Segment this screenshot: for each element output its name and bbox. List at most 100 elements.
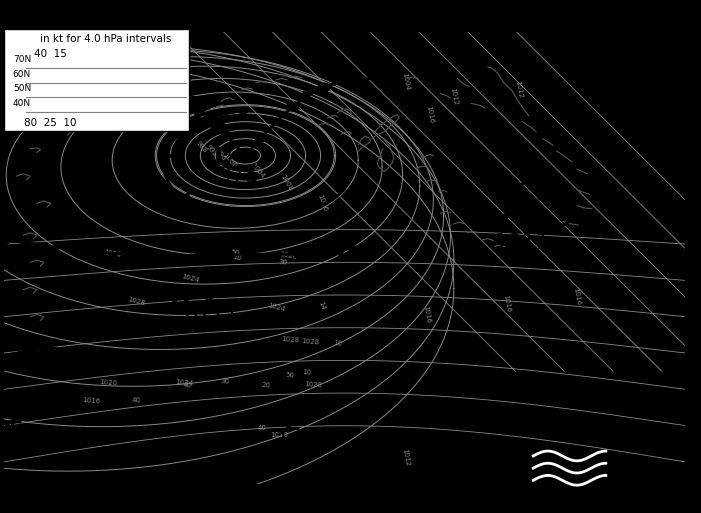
Text: 10: 10: [302, 369, 312, 376]
Text: 1020: 1020: [100, 379, 118, 386]
Polygon shape: [238, 153, 248, 157]
Text: 1028: 1028: [127, 295, 146, 306]
Text: 975: 975: [217, 166, 260, 186]
Text: 14: 14: [318, 300, 327, 311]
Polygon shape: [54, 348, 62, 354]
Text: 50: 50: [285, 371, 294, 378]
Polygon shape: [164, 153, 176, 159]
Text: 40: 40: [131, 398, 141, 404]
Text: 1016: 1016: [573, 287, 581, 306]
Polygon shape: [186, 97, 201, 106]
Text: 1017: 1017: [275, 431, 332, 451]
Polygon shape: [220, 132, 236, 141]
Text: 1016: 1016: [317, 193, 329, 212]
Text: 40: 40: [258, 425, 267, 431]
Polygon shape: [150, 255, 160, 263]
Polygon shape: [20, 242, 29, 249]
Polygon shape: [75, 251, 85, 258]
Text: 1028: 1028: [301, 338, 320, 346]
Text: 1012: 1012: [449, 87, 458, 106]
Text: 1016: 1016: [83, 397, 101, 405]
Text: 80  25  10: 80 25 10: [24, 117, 76, 128]
Polygon shape: [48, 246, 57, 253]
Circle shape: [318, 83, 330, 91]
Text: 1032: 1032: [179, 309, 236, 329]
Text: 1020: 1020: [271, 432, 289, 438]
Polygon shape: [212, 124, 226, 132]
Text: 50: 50: [231, 249, 240, 257]
Polygon shape: [238, 110, 247, 118]
Polygon shape: [355, 245, 364, 253]
Polygon shape: [209, 205, 218, 214]
Text: 988: 988: [194, 140, 207, 154]
Text: metoffice.gov: metoffice.gov: [631, 471, 683, 480]
Text: 1016: 1016: [426, 105, 435, 124]
Text: 1024: 1024: [182, 273, 200, 283]
Text: L: L: [214, 146, 229, 170]
Text: 20: 20: [261, 382, 271, 388]
Polygon shape: [3, 239, 13, 247]
Polygon shape: [41, 347, 49, 353]
Polygon shape: [237, 150, 252, 159]
Polygon shape: [245, 212, 255, 219]
Text: L: L: [283, 411, 299, 436]
Text: 70N: 70N: [13, 55, 31, 64]
Polygon shape: [273, 254, 283, 262]
Text: 40: 40: [183, 382, 192, 388]
Text: 10: 10: [232, 254, 242, 262]
Text: 996: 996: [214, 148, 227, 162]
Text: 1020: 1020: [279, 251, 298, 260]
Polygon shape: [11, 421, 17, 426]
Text: 1004: 1004: [249, 162, 265, 180]
Polygon shape: [4, 354, 11, 361]
Polygon shape: [14, 352, 22, 359]
Text: 1024: 1024: [175, 379, 193, 386]
Text: 1004: 1004: [402, 72, 411, 91]
Polygon shape: [334, 249, 343, 258]
Text: 50N: 50N: [13, 84, 31, 93]
Polygon shape: [270, 118, 280, 123]
Polygon shape: [4, 423, 11, 428]
Text: 1016: 1016: [503, 294, 512, 312]
Text: 1012: 1012: [402, 448, 411, 467]
Text: 992: 992: [205, 144, 218, 158]
Text: 30: 30: [278, 259, 288, 266]
Circle shape: [350, 75, 362, 84]
Polygon shape: [194, 106, 210, 114]
Polygon shape: [294, 253, 303, 261]
Text: 1016: 1016: [422, 305, 431, 324]
Circle shape: [255, 134, 267, 142]
Text: 30: 30: [220, 378, 230, 385]
Polygon shape: [225, 254, 235, 262]
Polygon shape: [203, 115, 218, 123]
Text: 1011: 1011: [494, 233, 550, 253]
Polygon shape: [337, 77, 345, 83]
Polygon shape: [191, 255, 200, 263]
Polygon shape: [285, 210, 294, 218]
Polygon shape: [303, 91, 312, 96]
Text: 1008: 1008: [279, 173, 294, 192]
Polygon shape: [27, 349, 36, 356]
Text: 1028: 1028: [280, 336, 299, 343]
Polygon shape: [68, 351, 76, 358]
Text: 1020: 1020: [103, 249, 121, 258]
Text: 1012: 1012: [515, 81, 524, 99]
Polygon shape: [180, 192, 191, 201]
Text: 40  15: 40 15: [34, 49, 67, 58]
Text: 1000: 1000: [222, 151, 238, 169]
Polygon shape: [176, 132, 189, 139]
Text: 60N: 60N: [13, 69, 31, 78]
Polygon shape: [165, 175, 177, 181]
Text: 10: 10: [333, 340, 343, 346]
Text: in kt for 4.0 hPa intervals: in kt for 4.0 hPa intervals: [40, 34, 171, 45]
Polygon shape: [252, 254, 262, 262]
Text: 1024: 1024: [267, 303, 285, 313]
Polygon shape: [202, 117, 213, 125]
Polygon shape: [229, 142, 244, 150]
Text: 40N: 40N: [13, 99, 31, 108]
Circle shape: [287, 103, 299, 111]
Text: 101: 101: [611, 59, 653, 79]
Polygon shape: [314, 252, 323, 260]
Text: L: L: [501, 213, 517, 236]
Polygon shape: [109, 253, 118, 261]
